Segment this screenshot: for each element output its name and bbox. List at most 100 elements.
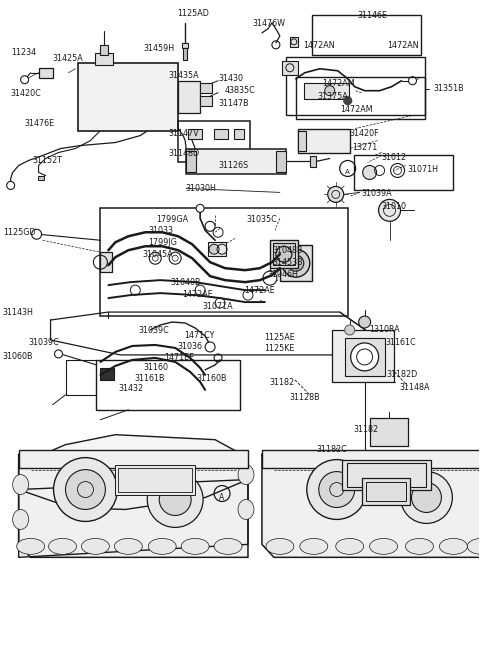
Bar (280, 245, 312, 281)
Circle shape (344, 97, 352, 104)
Ellipse shape (148, 538, 176, 555)
Circle shape (276, 246, 292, 262)
Ellipse shape (17, 538, 45, 555)
Text: 31476W: 31476W (252, 19, 285, 28)
Bar (37, 177, 44, 181)
Circle shape (328, 187, 344, 202)
Text: 1472AM: 1472AM (322, 79, 354, 88)
Ellipse shape (406, 538, 433, 555)
Ellipse shape (300, 538, 328, 555)
Circle shape (282, 249, 310, 277)
Text: 31453B: 31453B (273, 258, 303, 267)
Text: 31040B: 31040B (170, 278, 201, 287)
Text: 1472AN: 1472AN (387, 41, 419, 50)
Circle shape (215, 298, 225, 308)
Circle shape (205, 221, 215, 231)
Circle shape (325, 85, 335, 96)
Circle shape (65, 470, 106, 509)
Circle shape (147, 472, 203, 528)
Ellipse shape (439, 538, 468, 555)
Bar (96, 53, 113, 65)
Ellipse shape (370, 538, 397, 555)
Text: 31060B: 31060B (3, 352, 33, 361)
Bar (370, 418, 408, 445)
Circle shape (351, 343, 379, 371)
Text: 31128B: 31128B (290, 393, 321, 402)
Polygon shape (19, 455, 248, 557)
Bar (186, 148, 286, 175)
Circle shape (7, 181, 15, 189)
Bar (100, 208, 348, 316)
Text: 31148A: 31148A (399, 383, 430, 392)
Bar (286, 57, 425, 114)
Circle shape (169, 252, 181, 264)
Ellipse shape (305, 85, 319, 96)
Text: A: A (219, 493, 225, 502)
Circle shape (263, 271, 277, 285)
Text: 1310RA: 1310RA (370, 325, 400, 334)
Text: 31375A: 31375A (318, 92, 348, 101)
Circle shape (21, 76, 29, 83)
Text: 1125AD: 1125AD (177, 9, 209, 18)
Text: 1125KE: 1125KE (264, 344, 294, 353)
Text: 31160: 31160 (144, 363, 168, 372)
Text: 31182: 31182 (354, 424, 379, 434)
Ellipse shape (468, 538, 480, 555)
Circle shape (379, 199, 400, 221)
Bar (78, 63, 178, 131)
Ellipse shape (238, 464, 254, 485)
Text: 31160B: 31160B (196, 374, 227, 383)
Bar (290, 37, 298, 47)
Text: 1125GD: 1125GD (3, 228, 36, 237)
Bar (296, 77, 425, 119)
Bar (270, 240, 298, 268)
Text: 31147B: 31147B (218, 99, 249, 108)
Ellipse shape (266, 538, 294, 555)
Text: 1472AE: 1472AE (244, 286, 275, 295)
Bar (115, 464, 195, 495)
Text: 1799GA: 1799GA (156, 215, 188, 224)
Circle shape (408, 77, 417, 85)
Text: 31146E: 31146E (358, 11, 388, 20)
Text: 31476E: 31476E (24, 119, 55, 127)
Bar (298, 129, 350, 152)
Text: 31012: 31012 (382, 152, 407, 162)
Text: 31351B: 31351B (433, 83, 464, 93)
Bar (310, 156, 316, 168)
Text: 1471EE: 1471EE (164, 353, 194, 362)
Bar (188, 129, 202, 139)
Bar (354, 154, 454, 191)
Text: 31161C: 31161C (385, 338, 416, 347)
Bar (100, 252, 112, 272)
Text: 31143H: 31143H (3, 308, 34, 317)
Bar (273, 243, 295, 265)
Text: 1472AM: 1472AM (340, 104, 372, 114)
Bar (178, 81, 200, 112)
Text: 31035C: 31035C (246, 215, 277, 224)
Circle shape (196, 204, 204, 212)
Bar (19, 449, 248, 468)
Bar (119, 468, 192, 491)
Bar (342, 460, 432, 489)
Ellipse shape (12, 474, 29, 495)
Text: 31039A: 31039A (361, 189, 392, 198)
Text: A: A (345, 170, 350, 175)
Ellipse shape (238, 499, 254, 520)
Text: 1472AN: 1472AN (303, 41, 335, 50)
Bar (100, 45, 108, 55)
Text: 31039C: 31039C (29, 338, 60, 347)
Circle shape (159, 484, 191, 516)
Bar (262, 449, 480, 468)
Polygon shape (262, 455, 480, 557)
Circle shape (195, 285, 205, 295)
Text: 31459H: 31459H (144, 44, 174, 53)
Text: 31126S: 31126S (218, 162, 248, 170)
Text: 31033: 31033 (148, 226, 173, 235)
Bar (38, 68, 52, 78)
Text: 1472AE: 1472AE (182, 290, 213, 299)
Ellipse shape (12, 509, 29, 530)
Text: 31152T: 31152T (33, 156, 62, 164)
Polygon shape (19, 435, 248, 509)
Text: 31071A: 31071A (202, 302, 233, 311)
Circle shape (209, 244, 219, 254)
